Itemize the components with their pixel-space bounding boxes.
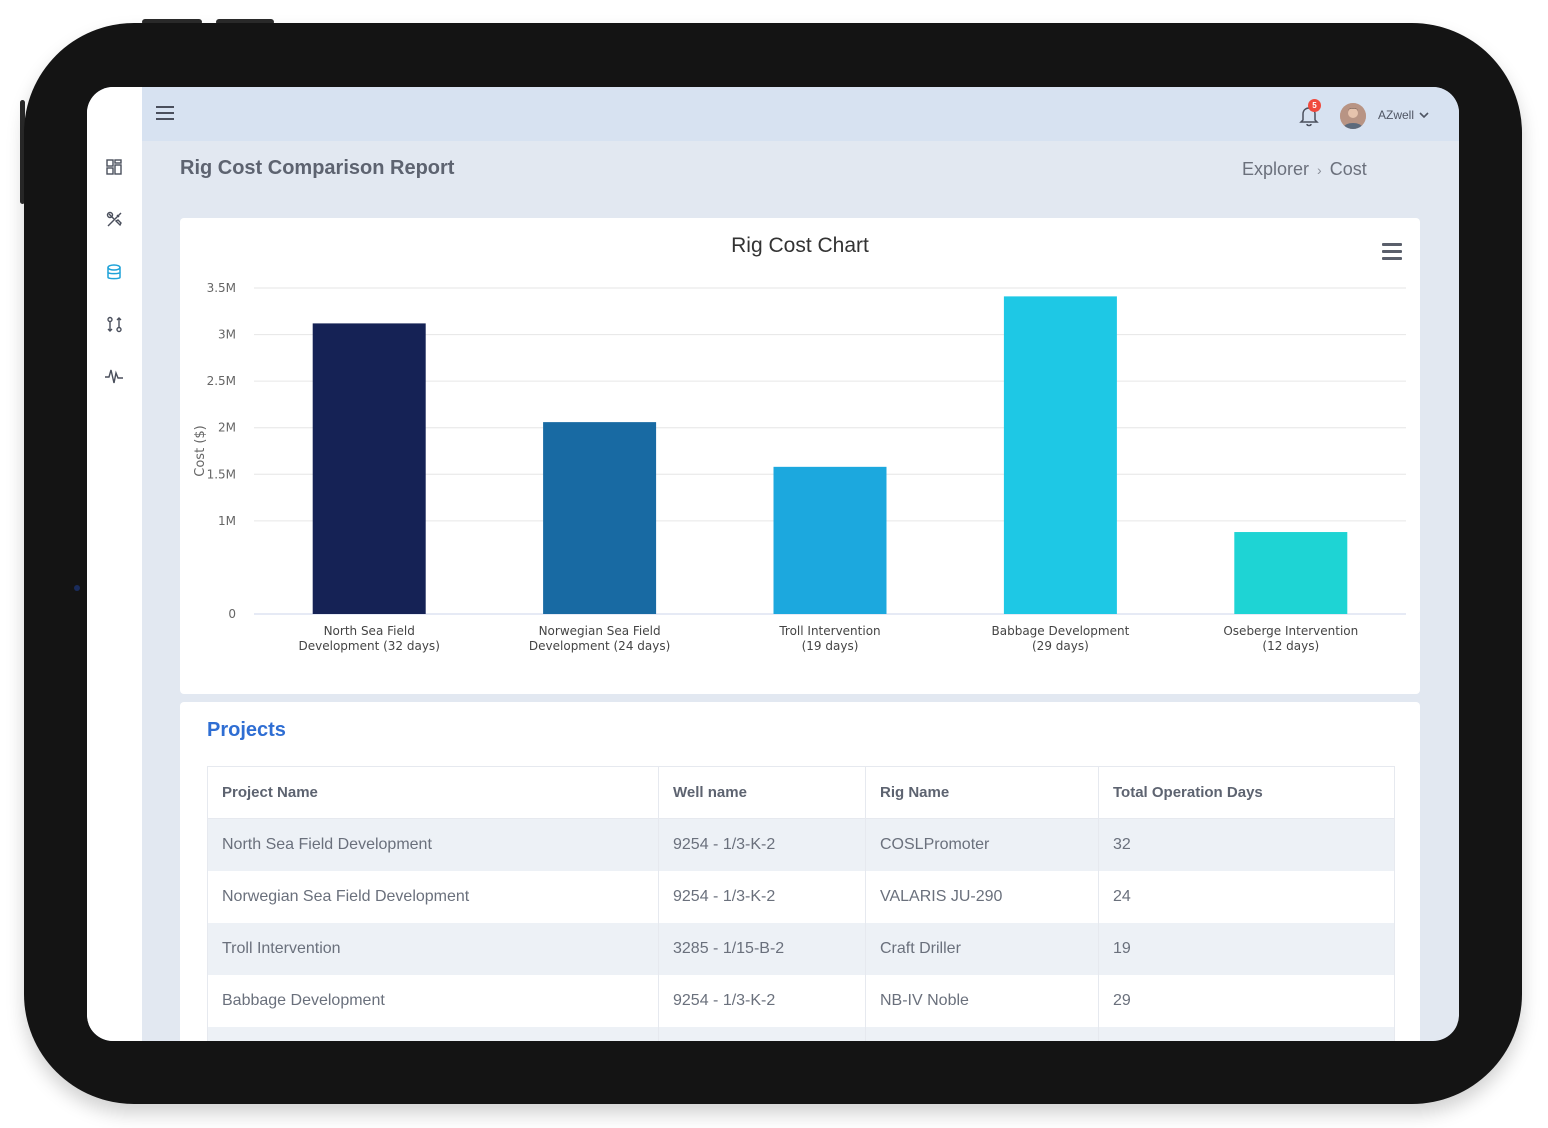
table-cell: 3285 - 1/15-B-2 [658,922,866,975]
database-icon[interactable] [103,261,125,283]
table-header-row: Project Name Well name Rig Name Total Op… [207,766,1395,819]
table-row[interactable]: Troll Intervention 3285 - 1/15-B-2 Craft… [207,922,1395,975]
table-cell: COSLPromoter [865,818,1099,871]
x-tick-label: (19 days) [802,639,859,653]
table-cell: Troll Intervention [207,922,659,975]
chevron-down-icon[interactable] [1419,108,1431,120]
user-name[interactable]: AZwell [1378,108,1415,122]
breadcrumb-explorer[interactable]: Explorer [1242,159,1310,179]
y-axis-label: Cost ($) [193,425,208,476]
y-tick-label: 2M [218,421,236,435]
notification-badge: 5 [1308,99,1321,112]
table-cell: Babbage Development [207,974,659,1027]
bar [1003,296,1117,614]
table-cell: Norwegian Sea Field Development [207,870,659,923]
projects-table: Project Name Well name Rig Name Total Op… [207,766,1395,1041]
table-cell: 9254 - 1/3-K-2 [658,818,866,871]
volume-button-top [142,19,202,25]
column-header[interactable]: Total Operation Days [1098,766,1395,819]
power-button-top [216,19,274,25]
y-tick-label: 3M [218,328,236,342]
table-row[interactable]: Norwegian Sea Field Development 9254 - 1… [207,870,1395,923]
page-title: Rig Cost Comparison Report [180,157,455,179]
y-tick-label: 2.5M [207,374,236,388]
breadcrumb-cost: Cost [1329,159,1367,179]
camera-dot [74,585,80,591]
y-tick-label: 0 [228,607,236,621]
column-header[interactable]: Project Name [207,766,659,819]
table-cell: 29 [1098,974,1395,1027]
table-row[interactable] [207,1026,1395,1041]
table-cell: 9254 - 1/3-K-2 [658,870,866,923]
bar [773,466,887,614]
bar [543,422,657,614]
app-screen: 5 AZwell Rig Cost Comparison Report Expl… [87,87,1459,1041]
y-tick-label: 1M [218,514,236,528]
projects-card: Projects Project Name Well name Rig Name… [180,702,1420,1041]
projects-title: Projects [207,719,286,741]
table-cell: 19 [1098,922,1395,975]
avatar[interactable] [1340,103,1366,129]
x-tick-label: Oseberge Intervention [1223,624,1358,638]
transfer-icon[interactable] [103,313,125,335]
x-tick-label: Babbage Development [992,624,1130,638]
x-tick-label: (29 days) [1032,639,1089,653]
top-bar: 5 AZwell [142,87,1459,141]
table-cell: VALARIS JU-290 [865,870,1099,923]
x-tick-label: Norwegian Sea Field [539,624,661,638]
table-cell: North Sea Field Development [207,818,659,871]
table-cell: 32 [1098,818,1395,871]
chart-title: Rig Cost Chart [731,234,869,257]
column-header[interactable]: Well name [658,766,866,819]
activity-icon[interactable] [103,365,125,387]
chart-card: 0 1M 1.5M 2M 2.5M 3M 3.5M Cost ($) North Sea Fie… [180,218,1420,694]
bar [312,323,426,614]
table-row[interactable]: North Sea Field Development 9254 - 1/3-K… [207,818,1395,871]
breadcrumb: Explorer › Cost [1242,159,1367,180]
y-tick-label: 1.5M [207,467,236,481]
x-tick-label: Troll Intervention [778,624,880,638]
y-tick-label: 3.5M [207,281,236,295]
bar [1234,532,1348,614]
x-tick-label: Development (24 days) [529,639,670,653]
table-cell: NB-IV Noble [865,974,1099,1027]
x-tick-label: (12 days) [1262,639,1319,653]
breadcrumb-separator-icon: › [1317,161,1322,178]
table-cell: 24 [1098,870,1395,923]
column-header[interactable]: Rig Name [865,766,1099,819]
x-tick-label: Development (32 days) [299,639,440,653]
rig-cost-chart: 0 1M 1.5M 2M 2.5M 3M 3.5M Cost ($) North Sea Fie… [193,281,1406,653]
table-cell: Craft Driller [865,922,1099,975]
x-tick-label: North Sea Field [324,624,415,638]
menu-toggle-icon[interactable] [156,106,174,120]
chart-menu-icon[interactable] [1382,243,1402,260]
table-row[interactable]: Babbage Development 9254 - 1/3-K-2 NB-IV… [207,974,1395,1027]
sidebar [87,87,142,1041]
dashboard-icon[interactable] [103,156,125,178]
tools-icon[interactable] [103,208,125,230]
side-button [20,100,25,204]
table-cell: 9254 - 1/3-K-2 [658,974,866,1027]
